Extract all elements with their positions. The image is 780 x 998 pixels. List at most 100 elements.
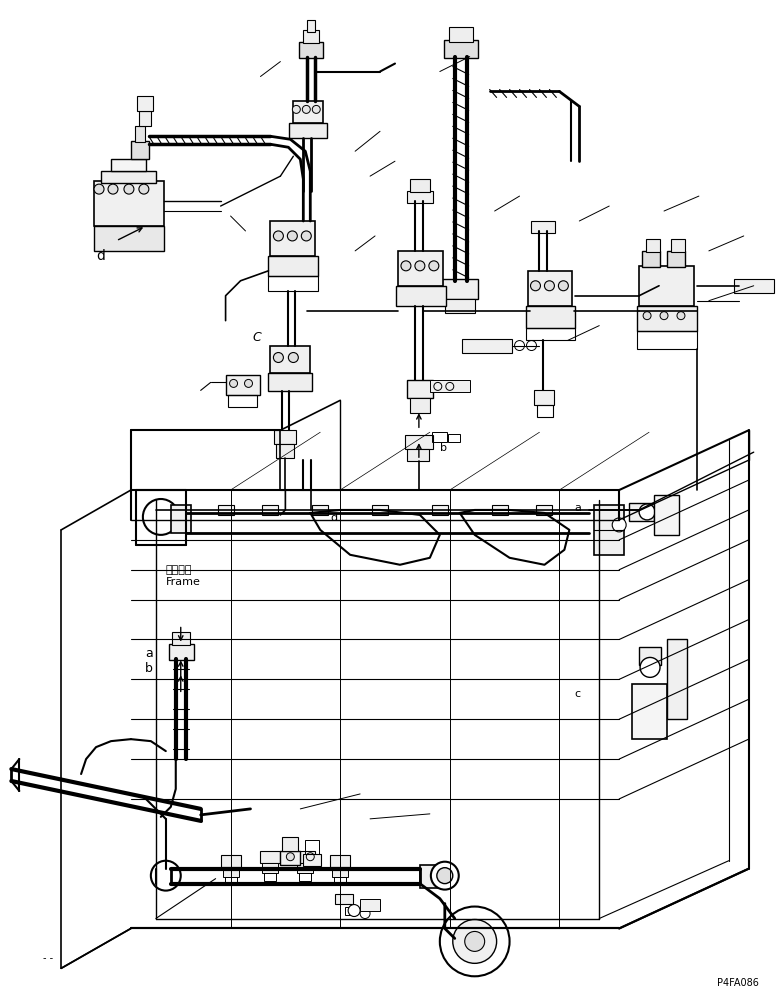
Bar <box>667 250 685 266</box>
Circle shape <box>244 379 253 387</box>
Bar <box>441 278 477 298</box>
Bar <box>594 505 624 555</box>
Bar <box>346 906 357 914</box>
Bar <box>407 449 429 461</box>
Bar <box>268 255 318 275</box>
Bar <box>405 435 433 449</box>
Text: フレーム: フレーム <box>166 565 193 575</box>
Bar <box>135 127 145 143</box>
Circle shape <box>431 861 459 889</box>
Bar <box>94 226 164 250</box>
Bar <box>526 327 576 339</box>
Circle shape <box>229 379 238 387</box>
Bar <box>137 97 153 112</box>
Circle shape <box>143 499 179 535</box>
Bar <box>262 505 278 515</box>
Bar <box>534 390 555 405</box>
Bar <box>537 405 554 417</box>
Bar <box>221 854 240 866</box>
Circle shape <box>440 906 509 976</box>
Bar <box>639 648 661 666</box>
Bar <box>462 338 512 352</box>
Circle shape <box>612 518 626 532</box>
Circle shape <box>465 931 484 951</box>
Bar <box>407 380 433 398</box>
Bar <box>262 862 278 872</box>
Bar <box>335 893 353 903</box>
Bar <box>448 434 459 442</box>
Circle shape <box>94 184 104 194</box>
Bar <box>296 850 315 862</box>
Bar <box>654 495 679 535</box>
Text: a: a <box>574 503 581 513</box>
Bar <box>275 430 296 444</box>
Bar <box>276 444 294 458</box>
Text: c: c <box>574 690 580 700</box>
Bar <box>300 872 311 880</box>
Bar <box>168 645 193 661</box>
Circle shape <box>415 260 425 270</box>
Bar <box>225 876 236 884</box>
Circle shape <box>429 260 439 270</box>
Circle shape <box>301 231 311 241</box>
Bar <box>537 505 552 515</box>
Bar <box>334 876 346 884</box>
Bar <box>305 839 319 853</box>
Text: Frame: Frame <box>166 577 200 587</box>
Bar <box>172 632 190 646</box>
Bar <box>282 836 298 850</box>
Text: d: d <box>330 513 337 523</box>
Circle shape <box>292 106 300 114</box>
Bar <box>303 853 321 865</box>
Bar <box>445 298 475 312</box>
Circle shape <box>544 280 555 290</box>
Bar <box>360 898 380 910</box>
Bar <box>307 20 315 32</box>
Bar <box>639 265 694 305</box>
Bar <box>280 850 300 864</box>
Bar <box>218 505 233 515</box>
Bar <box>526 305 576 327</box>
Bar <box>297 862 314 872</box>
Bar <box>667 640 687 720</box>
Bar <box>646 239 660 251</box>
Bar <box>637 305 697 330</box>
Bar <box>420 864 445 887</box>
Bar <box>448 27 473 42</box>
Circle shape <box>558 280 569 290</box>
Bar <box>330 854 350 866</box>
Bar <box>491 505 508 515</box>
Circle shape <box>151 860 181 890</box>
Circle shape <box>348 904 360 916</box>
Bar <box>430 380 470 392</box>
Text: C: C <box>253 330 261 343</box>
Bar <box>303 30 319 43</box>
Text: b: b <box>145 663 153 676</box>
Bar <box>312 505 328 515</box>
Bar <box>407 191 433 203</box>
Bar <box>271 221 315 255</box>
Circle shape <box>312 106 321 114</box>
Circle shape <box>289 352 298 362</box>
Circle shape <box>437 867 452 883</box>
Bar <box>527 270 573 305</box>
Circle shape <box>660 311 668 319</box>
Bar <box>396 285 446 305</box>
Circle shape <box>303 106 310 114</box>
Bar <box>671 239 685 251</box>
Bar <box>225 375 261 395</box>
Bar <box>637 330 697 348</box>
Text: a: a <box>145 648 153 661</box>
Text: b: b <box>440 443 447 453</box>
Bar <box>271 345 310 373</box>
Bar <box>101 172 156 183</box>
Circle shape <box>530 280 541 290</box>
Circle shape <box>274 231 283 241</box>
Bar <box>289 124 328 139</box>
Bar <box>410 398 430 413</box>
Circle shape <box>643 311 651 319</box>
Bar <box>94 181 164 226</box>
Bar <box>629 503 654 521</box>
Text: - -: - - <box>43 953 53 963</box>
Bar <box>734 278 774 292</box>
